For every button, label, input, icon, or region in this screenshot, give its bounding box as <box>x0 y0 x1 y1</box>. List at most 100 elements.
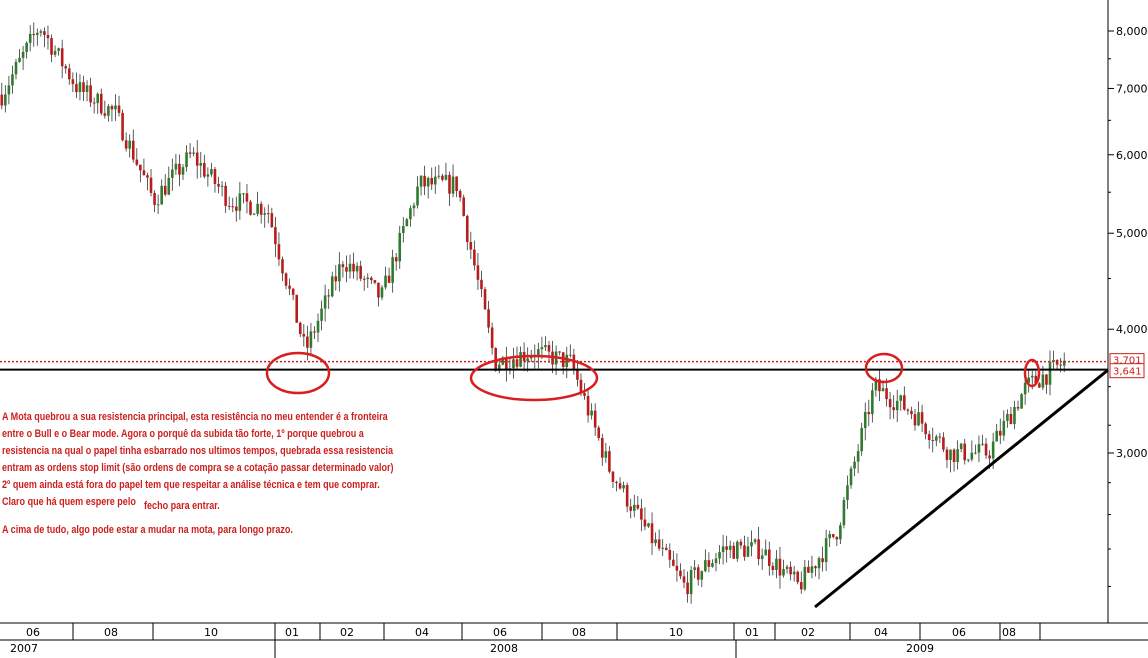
y-tick-label-0: 8,000 <box>1116 25 1148 38</box>
candle-body-291 <box>1034 375 1038 384</box>
candle-body-203 <box>721 546 725 553</box>
candle-body-20 <box>71 79 75 85</box>
candle-body-13 <box>46 34 50 39</box>
candle-body-140 <box>497 364 501 371</box>
candle-body-27 <box>96 93 100 104</box>
candle-body-236 <box>839 525 842 540</box>
candle-body-283 <box>1006 413 1009 421</box>
resistance-price-box <box>1109 363 1145 379</box>
annotation-line-1: A Mota quebrou a sua resistencia princip… <box>2 411 388 423</box>
candle-body-151 <box>537 349 540 358</box>
candle-body-228 <box>810 566 814 573</box>
candle-body-5 <box>18 57 21 63</box>
candle-body-87 <box>309 331 313 348</box>
candle-body-181 <box>643 519 647 527</box>
candle-body-128 <box>455 176 458 191</box>
candle-body-49 <box>174 163 178 170</box>
candle-body-67 <box>238 193 242 211</box>
highlight-ellipse-0 <box>265 351 331 395</box>
candle-body-176 <box>625 485 629 507</box>
candle-body-289 <box>1027 377 1030 383</box>
highlight-ellipse-3 <box>1023 358 1041 388</box>
candle-body-123 <box>437 175 441 177</box>
candle-body-10 <box>36 32 39 35</box>
candle-body-185 <box>657 539 661 549</box>
candle-body-174 <box>618 483 622 489</box>
candle-body-293 <box>1041 374 1045 388</box>
candle-body-296 <box>1052 360 1055 362</box>
candle-body-127 <box>451 176 455 194</box>
candle-body-287 <box>1020 394 1023 409</box>
candle-body-34 <box>121 112 124 141</box>
y-tick-label-1: 7,000 <box>1116 82 1148 95</box>
candle-body-55 <box>195 152 199 166</box>
candle-body-231 <box>821 558 824 563</box>
candle-body-63 <box>224 185 227 206</box>
candle-body-126 <box>448 174 451 194</box>
candle-body-136 <box>483 289 487 310</box>
y-tick-label-5: 3,000 <box>1116 447 1148 460</box>
candle-body-184 <box>654 539 657 544</box>
candle-body-162 <box>576 369 579 380</box>
candle-body-230 <box>817 558 821 569</box>
candle-body-41 <box>146 175 149 178</box>
candle-body-132 <box>469 242 473 250</box>
x-month-label-13: 08 <box>1002 626 1016 639</box>
candle-body-180 <box>640 508 643 520</box>
candle-body-96 <box>341 264 345 268</box>
candle-body-92 <box>327 295 330 297</box>
candle-body-83 <box>295 294 299 323</box>
candle-body-225 <box>799 582 803 590</box>
candle-body-200 <box>711 563 714 567</box>
candle-body-179 <box>636 504 640 509</box>
candle-body-195 <box>693 567 696 571</box>
candle-body-280 <box>995 430 999 442</box>
candle-body-187 <box>664 547 668 550</box>
candle-body-221 <box>785 566 789 570</box>
candle-body-107 <box>380 287 384 298</box>
candle-body-7 <box>25 42 28 52</box>
candle-body-9 <box>32 33 36 35</box>
candle-body-46 <box>163 185 167 195</box>
candle-body-100 <box>355 265 359 272</box>
candle-body-75 <box>266 213 270 215</box>
candle-body-12 <box>43 31 46 35</box>
candle-body-53 <box>188 152 192 154</box>
candle-body-229 <box>814 566 817 569</box>
candle-body-131 <box>465 215 469 243</box>
x-month-label-7: 08 <box>572 626 586 639</box>
candle-body-60 <box>213 169 217 184</box>
candle-body-209 <box>743 545 746 557</box>
candle-body-52 <box>185 152 188 168</box>
candle-body-50 <box>178 163 181 175</box>
candle-body-281 <box>998 430 1002 436</box>
candle-body-294 <box>1045 374 1048 385</box>
candle-body-191 <box>679 570 682 577</box>
candle-body-111 <box>394 257 398 262</box>
candle-body-244 <box>867 411 871 415</box>
candle-body-170 <box>604 451 608 458</box>
resistance-price-label: 3,641 <box>1113 367 1142 378</box>
candle-body-73 <box>259 203 263 215</box>
candle-body-233 <box>828 534 832 539</box>
candle-body-18 <box>64 66 68 69</box>
candle-body-207 <box>736 541 739 559</box>
candle-body-241 <box>856 451 860 462</box>
candle-body-38 <box>135 159 139 165</box>
candle-body-124 <box>441 175 444 180</box>
candle-body-290 <box>1030 375 1034 378</box>
candle-body-272 <box>966 459 970 461</box>
candle-body-197 <box>700 571 704 580</box>
candle-body-201 <box>714 558 718 564</box>
annotation-line-3: resistencia na qual o papel tinha esbarr… <box>2 445 393 457</box>
candle-body-69 <box>245 193 249 202</box>
candle-body-104 <box>370 277 373 281</box>
candle-body-216 <box>767 549 771 566</box>
annotation-line-6: Claro que há quem espere pelo fecho para … <box>2 494 393 512</box>
candle-body-237 <box>842 500 846 526</box>
x-axis: 06 08 10 01 02 04 06 08 10 01 02 04 06 08 2007 2008 2009 <box>0 622 1148 658</box>
candle-body-71 <box>252 213 256 215</box>
candle-body-234 <box>831 534 835 537</box>
x-month-label-5: 04 <box>415 626 429 639</box>
candle-body-253 <box>899 395 903 401</box>
